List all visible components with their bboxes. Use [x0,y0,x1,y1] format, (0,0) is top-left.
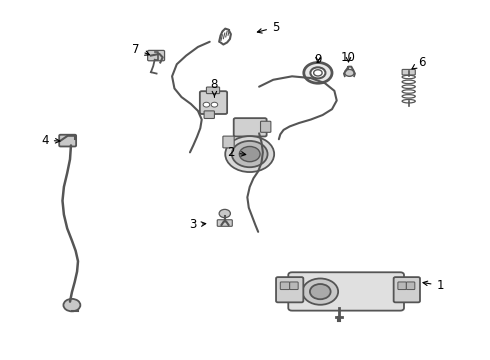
FancyBboxPatch shape [276,277,303,302]
FancyBboxPatch shape [398,282,406,289]
FancyBboxPatch shape [406,282,415,289]
Text: 6: 6 [412,56,425,69]
FancyBboxPatch shape [147,50,165,61]
Circle shape [310,67,325,78]
Text: 3: 3 [190,219,206,231]
Circle shape [239,147,260,162]
Text: 2: 2 [227,146,245,159]
Text: 5: 5 [257,21,279,34]
Circle shape [310,284,331,299]
FancyBboxPatch shape [59,135,76,147]
Text: 7: 7 [132,43,149,56]
Circle shape [211,102,218,107]
Circle shape [345,69,354,76]
FancyBboxPatch shape [206,87,220,94]
Circle shape [225,136,274,172]
Text: 4: 4 [41,134,60,147]
Circle shape [203,102,210,107]
FancyBboxPatch shape [288,272,404,311]
Circle shape [302,279,338,305]
Circle shape [219,210,230,218]
FancyBboxPatch shape [280,282,290,289]
FancyBboxPatch shape [234,118,267,136]
Circle shape [63,299,80,311]
FancyBboxPatch shape [261,121,271,132]
FancyBboxPatch shape [290,282,298,289]
FancyBboxPatch shape [402,69,416,75]
Text: 1: 1 [423,279,444,292]
FancyBboxPatch shape [223,136,234,148]
Circle shape [304,63,332,83]
FancyBboxPatch shape [204,111,215,118]
FancyBboxPatch shape [393,277,420,302]
Text: 10: 10 [341,51,356,64]
FancyBboxPatch shape [217,220,232,226]
FancyBboxPatch shape [200,91,227,114]
Text: 8: 8 [211,78,218,97]
Circle shape [232,141,268,167]
Text: 9: 9 [314,53,321,66]
